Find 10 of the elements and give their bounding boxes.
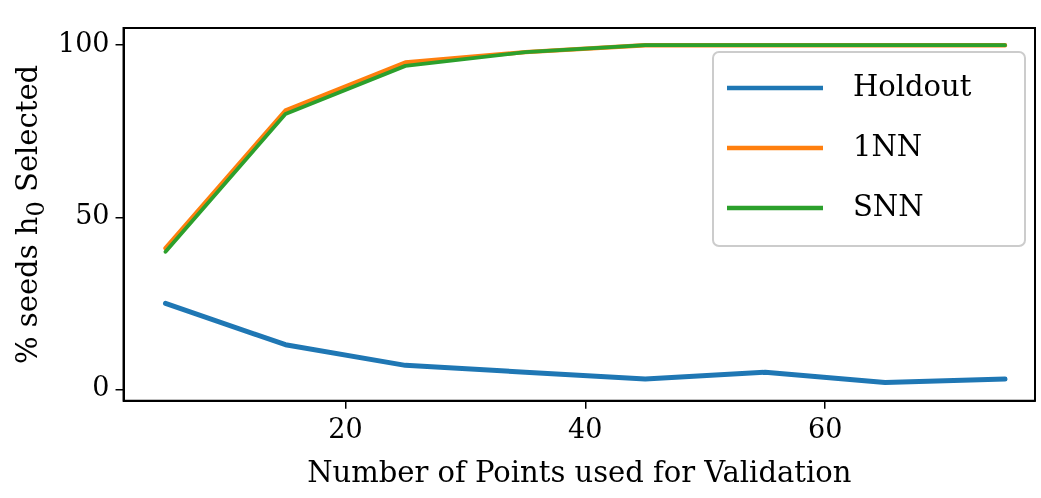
legend-label: Holdout bbox=[853, 68, 972, 103]
x-axis-title: Number of Points used for Validation bbox=[307, 455, 852, 490]
y-tick-label: 50 bbox=[75, 199, 110, 231]
y-tick-label: 0 bbox=[92, 371, 110, 403]
y-tick-label: 100 bbox=[57, 27, 110, 59]
x-tick-label: 20 bbox=[328, 413, 363, 445]
legend-label: SNN bbox=[853, 188, 924, 223]
x-tick-label: 60 bbox=[807, 413, 843, 445]
x-tick-label: 40 bbox=[568, 413, 603, 445]
legend-label: 1NN bbox=[853, 128, 923, 163]
